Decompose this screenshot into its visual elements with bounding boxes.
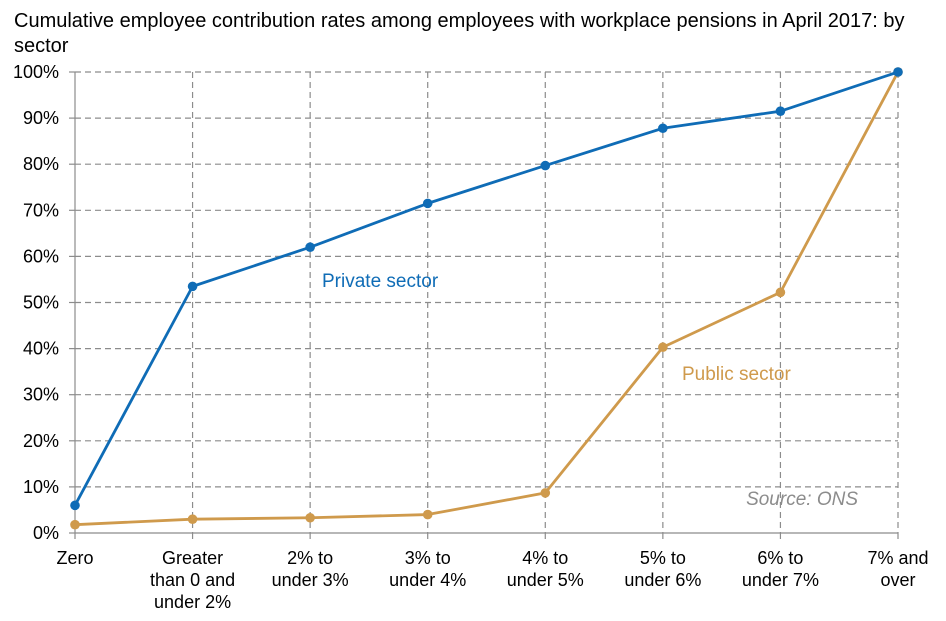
data-point bbox=[658, 342, 668, 353]
x-tick-label: Greater than 0 and under 2% bbox=[150, 548, 235, 612]
y-tick-label: 40% bbox=[23, 339, 59, 359]
data-point bbox=[540, 488, 551, 498]
data-point bbox=[775, 287, 786, 298]
series-line bbox=[74, 71, 900, 527]
y-tick-label: 30% bbox=[23, 385, 59, 405]
data-point bbox=[540, 160, 551, 171]
series-line bbox=[73, 70, 899, 507]
data-point bbox=[422, 509, 433, 520]
y-tick-label: 90% bbox=[23, 108, 59, 128]
data-point bbox=[775, 106, 786, 116]
x-tick-label: 4% to under 5% bbox=[507, 548, 584, 590]
data-point bbox=[893, 67, 903, 77]
x-tick-label: 3% to under 4% bbox=[389, 548, 466, 590]
data-point bbox=[70, 500, 80, 511]
y-tick-label: 0% bbox=[33, 523, 59, 543]
x-tick-label: 5% to under 6% bbox=[624, 548, 701, 590]
x-tick-label: 7% and over bbox=[867, 548, 928, 590]
y-tick-label: 20% bbox=[23, 431, 59, 451]
private-sector-label: Private sector bbox=[322, 271, 439, 292]
data-point bbox=[305, 242, 315, 252]
source-note: Source: ONS bbox=[746, 489, 858, 510]
data-point bbox=[422, 198, 433, 209]
data-point bbox=[187, 281, 198, 292]
y-tick-label: 60% bbox=[23, 246, 59, 266]
gridlines bbox=[75, 71, 899, 533]
axes: 0% 10% 20% 30% 40% 50% 60% 70% 80% 90% 100% Zero Gre… bbox=[13, 62, 929, 612]
x-tick-label: 2% to under 3% bbox=[272, 548, 349, 590]
data-point bbox=[187, 514, 198, 524]
x-tick-label: Zero bbox=[56, 548, 93, 568]
data-point bbox=[658, 123, 668, 134]
data-point bbox=[70, 519, 80, 530]
x-tick-label: 6% to under 7% bbox=[742, 548, 819, 590]
chart-title: Cumulative employee contribution rates a… bbox=[14, 10, 905, 57]
y-tick-label: 10% bbox=[23, 477, 59, 497]
y-tick-label: 80% bbox=[23, 154, 59, 174]
y-tick-label: 70% bbox=[23, 200, 59, 220]
series-lines bbox=[70, 67, 903, 530]
public-sector-label: Public sector bbox=[682, 364, 791, 385]
y-tick-label: 50% bbox=[23, 293, 59, 313]
y-tick-label: 100% bbox=[13, 62, 59, 82]
data-point bbox=[305, 512, 315, 523]
